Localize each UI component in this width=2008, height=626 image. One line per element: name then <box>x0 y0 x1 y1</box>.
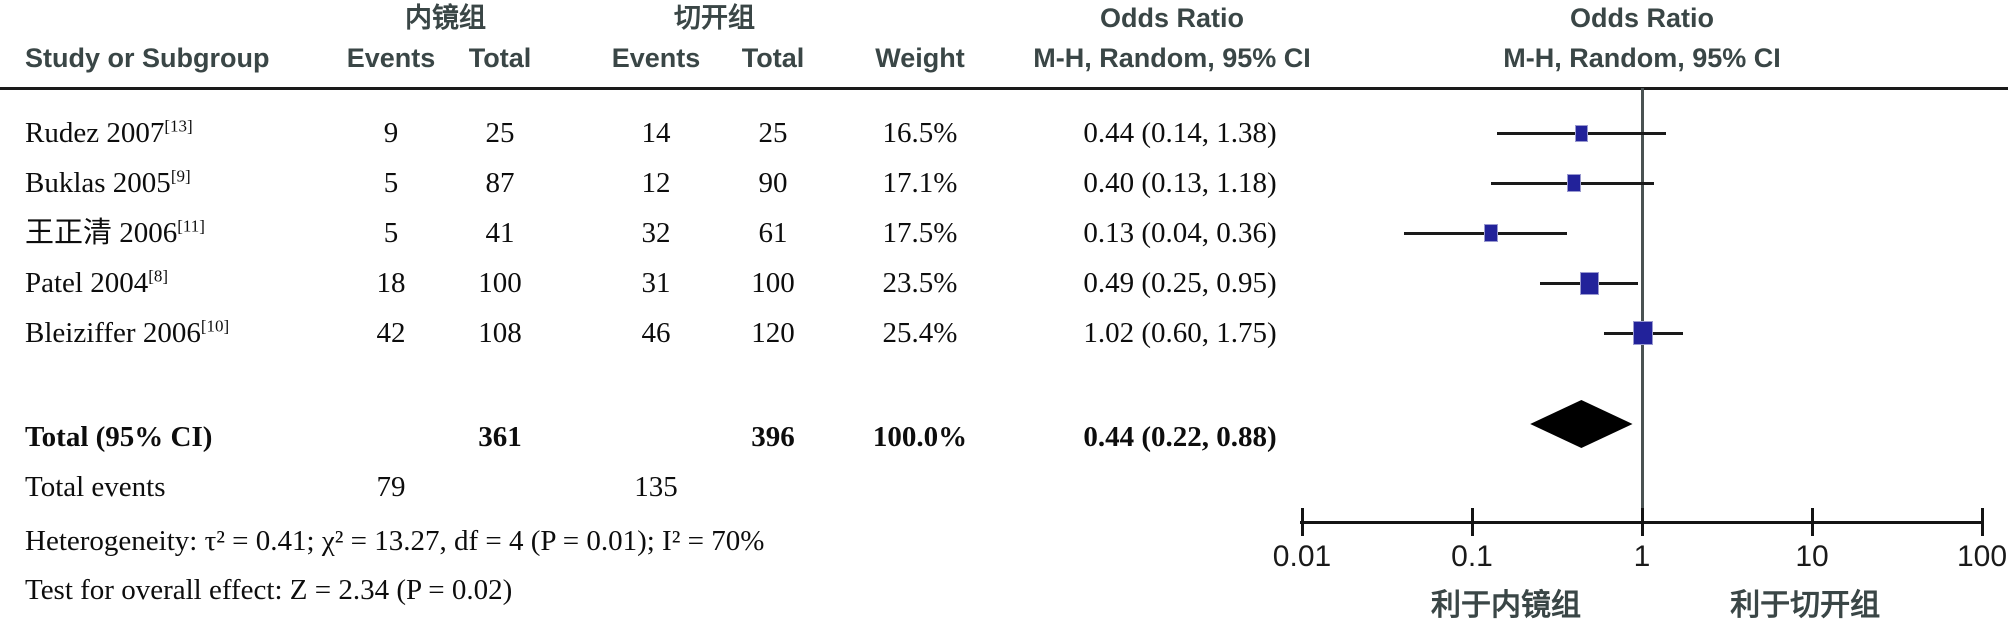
odds-ratio-ci-text: 0.44 (0.14, 1.38) <box>1083 117 1277 149</box>
study-name: Buklas 2005[9] <box>25 166 191 199</box>
group1-events: 5 <box>383 217 399 249</box>
group1-total-events: 79 <box>376 471 406 503</box>
heterogeneity-row: Heterogeneity: τ² = 0.41; χ² = 13.27, df… <box>0 521 1340 561</box>
group1-events: 18 <box>376 267 406 299</box>
favors-group1-label: 利于内镜组 <box>1431 589 1581 622</box>
odds-ratio-ci-text: 0.49 (0.25, 0.95) <box>1083 267 1277 299</box>
group2-total: 100 <box>751 267 795 299</box>
odds-ratio-square-marker <box>1574 124 1588 142</box>
study-name: 王正清 2006[11] <box>25 216 205 249</box>
group2-total: 25 <box>758 117 788 149</box>
odds-ratio-square-marker <box>1633 321 1654 345</box>
overall-effect-text: Test for overall effect: Z = 2.34 (P = 0… <box>25 574 513 606</box>
group2-total-events: 135 <box>634 471 678 503</box>
weight-value: 25.4% <box>882 317 958 349</box>
group1-total: 108 <box>478 317 522 349</box>
forest-row <box>1302 263 1982 303</box>
odds-ratio-square-marker <box>1484 224 1499 242</box>
total-odds-ratio-ci-text: 0.44 (0.22, 0.88) <box>1083 421 1277 453</box>
group1-total-header: Total <box>468 43 532 73</box>
group1-total: 87 <box>485 167 515 199</box>
odds-ratio-square-marker <box>1567 174 1582 192</box>
table-row: Patel 2004[8] 18 100 31 100 23.5% 0.49 (… <box>0 263 1340 303</box>
weight-value: 23.5% <box>882 267 958 299</box>
group2-grand-total: 396 <box>751 421 795 453</box>
total-row: Total (95% CI) 361 396 100.0% 0.44 (0.22… <box>0 417 1340 457</box>
group2-total: 61 <box>758 217 788 249</box>
group2-total: 120 <box>751 317 795 349</box>
table-row: Bleiziffer 2006[10] 42 108 46 120 25.4% … <box>0 313 1340 353</box>
group1-total: 41 <box>485 217 515 249</box>
group2-events: 12 <box>641 167 671 199</box>
forest-row <box>1302 213 1982 253</box>
mh-random-text-header: M-H, Random, 95% CI <box>1033 43 1311 73</box>
axis-tick-label: 100 <box>1956 540 2008 573</box>
axis-tick <box>1810 508 1814 536</box>
weight-value: 17.1% <box>882 167 958 199</box>
group1-events: 42 <box>376 317 406 349</box>
group2-events: 46 <box>641 317 671 349</box>
reference-superscript: [10] <box>200 316 230 336</box>
odds-ratio-square-marker <box>1579 271 1599 295</box>
weight-value: 16.5% <box>882 117 958 149</box>
axis-tick <box>1470 508 1474 536</box>
odds-ratio-ci-text: 0.13 (0.04, 0.36) <box>1083 217 1277 249</box>
study-column-header: Study or Subgroup <box>25 43 270 73</box>
group1-grand-total: 361 <box>478 421 522 453</box>
group2-total: 90 <box>758 167 788 199</box>
group1-events: 9 <box>383 117 399 149</box>
axis-tick-label: 10 <box>1795 540 1829 573</box>
weight-value: 17.5% <box>882 217 958 249</box>
forest-row <box>1302 313 1982 353</box>
odds-ratio-ci-text: 0.40 (0.13, 1.18) <box>1083 167 1277 199</box>
odds-ratio-plot-header: Odds Ratio <box>1569 3 1714 33</box>
total-events-row: Total events 79 135 <box>0 467 1340 507</box>
group2-header: 切开组 <box>674 3 755 33</box>
axis-tick <box>1640 508 1644 536</box>
table-row: Rudez 2007[13] 9 25 14 25 16.5% 0.44 (0.… <box>0 113 1340 153</box>
reference-superscript: [9] <box>170 166 191 186</box>
group2-events: 14 <box>641 117 671 149</box>
pooled-effect-diamond <box>1530 400 1633 448</box>
heterogeneity-text: Heterogeneity: τ² = 0.41; χ² = 13.27, df… <box>25 525 765 557</box>
favors-group2-label: 利于切开组 <box>1730 589 1881 622</box>
table-row: Buklas 2005[9] 5 87 12 90 17.1% 0.40 (0.… <box>0 163 1340 203</box>
group1-events-header: Events <box>346 43 436 73</box>
group1-events: 5 <box>383 167 399 199</box>
weight-header: Weight <box>875 43 965 73</box>
mh-random-plot-header: M-H, Random, 95% CI <box>1503 43 1781 73</box>
odds-ratio-text-header: Odds Ratio <box>1099 3 1244 33</box>
reference-superscript: [8] <box>148 266 169 286</box>
total-events-label: Total events <box>25 471 166 503</box>
group2-total-header: Total <box>741 43 805 73</box>
overall-effect-row: Test for overall effect: Z = 2.34 (P = 0… <box>0 570 1340 610</box>
reference-superscript: [13] <box>164 116 193 136</box>
total-weight: 100.0% <box>872 421 968 453</box>
axis-tick <box>1980 508 1984 536</box>
table-row: 王正清 2006[11] 5 41 32 61 17.5% 0.13 (0.04… <box>0 213 1340 253</box>
axis-tick-label: 1 <box>1633 540 1651 573</box>
group2-events-header: Events <box>611 43 701 73</box>
group2-events: 31 <box>641 267 671 299</box>
study-name: Rudez 2007[13] <box>25 116 193 149</box>
forest-row <box>1302 113 1982 153</box>
group1-total: 25 <box>485 117 515 149</box>
axis-tick <box>1300 508 1304 536</box>
forest-plot-area: 0.01 0.1 1 10 100 利于内镜组 利于切开组 <box>1273 88 2007 626</box>
study-name: Patel 2004[8] <box>25 266 169 299</box>
axis-tick-label: 0.1 <box>1451 540 1493 573</box>
odds-ratio-ci-text: 1.02 (0.60, 1.75) <box>1083 317 1277 349</box>
study-name: Bleiziffer 2006[10] <box>25 316 230 349</box>
group1-header: 内镜组 <box>405 3 486 33</box>
group2-events: 32 <box>641 217 671 249</box>
forest-row <box>1302 163 1982 203</box>
reference-superscript: [11] <box>177 216 205 236</box>
total-label: Total (95% CI) <box>25 421 213 453</box>
null-effect-line <box>1640 88 1644 523</box>
header-divider-line <box>0 87 2008 90</box>
axis-tick-label: 0.01 <box>1272 540 1332 573</box>
group1-total: 100 <box>478 267 522 299</box>
